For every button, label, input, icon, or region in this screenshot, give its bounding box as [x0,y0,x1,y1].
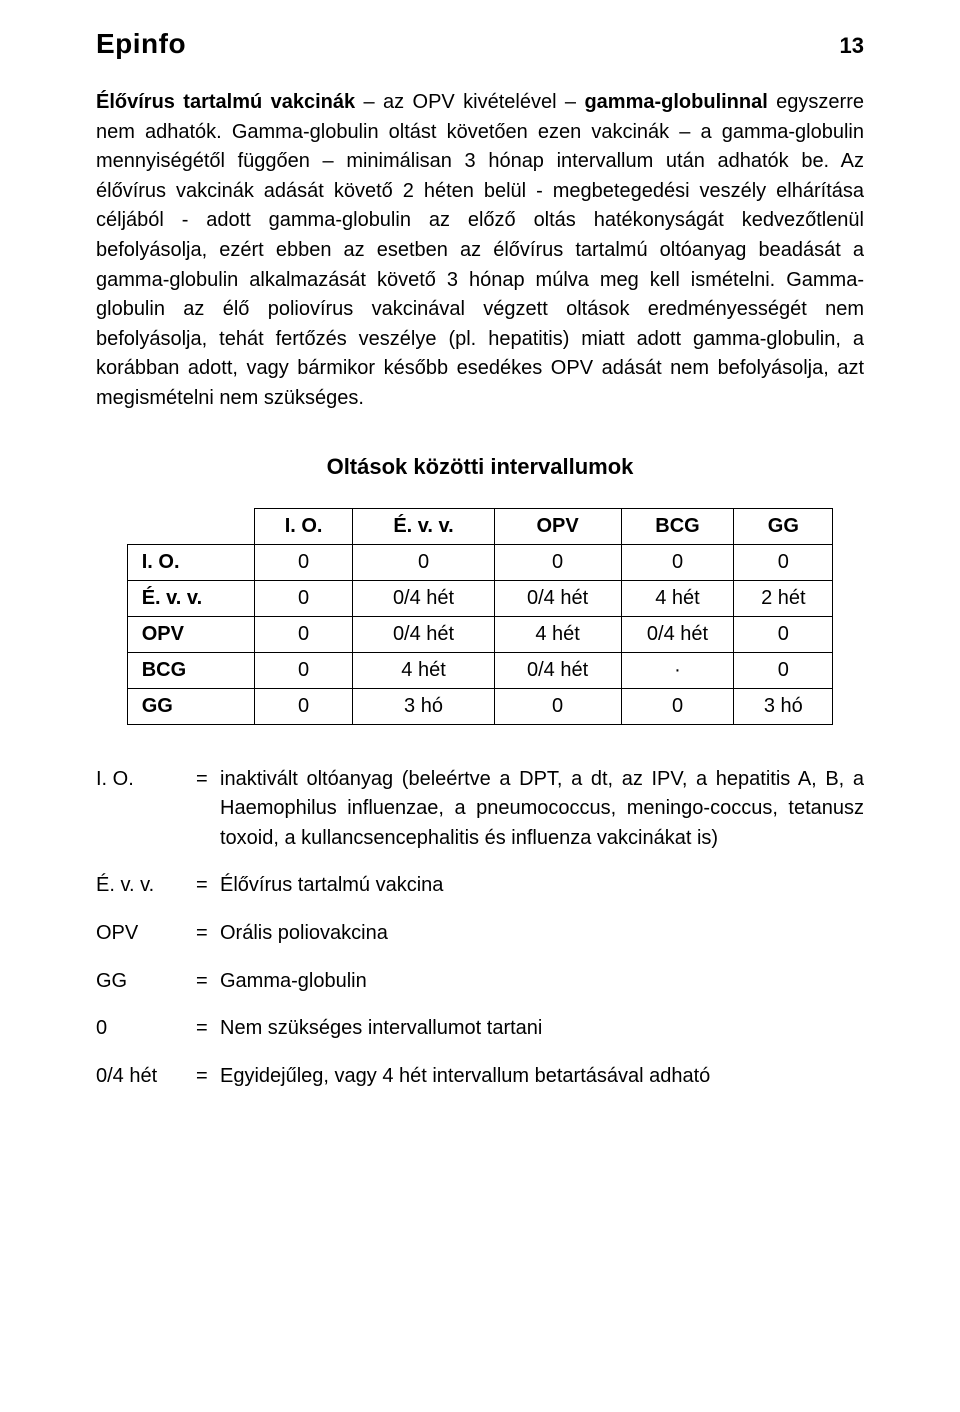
legend-equals: = [196,967,220,997]
legend-row: É. v. v. = Élővírus tartalmú vakcina [96,871,864,901]
table-cell: 0 [353,544,494,580]
table-cell: 3 hó [353,688,494,724]
legend-term: OPV [96,919,196,949]
legend-row: OPV = Orális poliovakcina [96,919,864,949]
table-row-label: BCG [127,652,254,688]
table-cell: 0 [494,544,621,580]
table-cell: 0 [254,688,353,724]
table-header-cell: I. O. [254,508,353,544]
table-row: É. v. v. 0 0/4 hét 0/4 hét 4 hét 2 hét [127,580,833,616]
table-row: I. O. 0 0 0 0 0 [127,544,833,580]
table-row: BCG 0 4 hét 0/4 hét · 0 [127,652,833,688]
legend-equals: = [196,765,220,795]
table-cell: 0 [254,652,353,688]
legend-term: 0 [96,1014,196,1044]
table-cell: 0/4 hét [494,580,621,616]
legend-definition: inaktivált oltóanyag (beleértve a DPT, a… [220,765,864,854]
table-cell: 0 [734,544,833,580]
table-row-label: I. O. [127,544,254,580]
table-cell: 0 [494,688,621,724]
table-cell: 0 [734,652,833,688]
page-number: 13 [840,33,864,59]
legend-term: GG [96,967,196,997]
legend-row: 0 = Nem szükséges intervallumot tartani [96,1014,864,1044]
table-cell: 0 [254,616,353,652]
legend-row: 0/4 hét = Egyidejűleg, vagy 4 hét interv… [96,1062,864,1092]
table-header-cell: BCG [621,508,734,544]
table-cell: 0/4 hét [494,652,621,688]
table-header-cell: GG [734,508,833,544]
table-row-label: OPV [127,616,254,652]
body-paragraph: Élővírus tartalmú vakcinák – az OPV kivé… [96,88,864,414]
legend-definition: Nem szükséges intervallumot tartani [220,1014,864,1044]
table-cell: 0/4 hét [621,616,734,652]
table-cell: · [621,652,734,688]
table-cell: 0 [621,544,734,580]
table-header-row: I. O. É. v. v. OPV BCG GG [127,508,833,544]
table-title: Oltások közötti intervallumok [96,454,864,480]
legend-equals: = [196,871,220,901]
legend-definition: Gamma-globulin [220,967,864,997]
legend-row: I. O. = inaktivált oltóanyag (beleértve … [96,765,864,854]
legend-term: 0/4 hét [96,1062,196,1092]
legend-equals: = [196,919,220,949]
legend-equals: = [196,1014,220,1044]
legend-row: GG = Gamma-globulin [96,967,864,997]
interval-table: I. O. É. v. v. OPV BCG GG I. O. 0 0 0 0 … [127,508,834,725]
table-cell: 0/4 hét [353,580,494,616]
table-cell: 4 hét [353,652,494,688]
table-cell: 0 [734,616,833,652]
table-row-label: GG [127,688,254,724]
legend-definition: Egyidejűleg, vagy 4 hét intervallum beta… [220,1062,864,1092]
table-cell: 2 hét [734,580,833,616]
table-cell: 0 [254,544,353,580]
brand-title: Epinfo [96,28,186,60]
text-span: – az OPV kivételével – [355,91,584,113]
table-cell: 4 hét [494,616,621,652]
legend-term: É. v. v. [96,871,196,901]
legend: I. O. = inaktivált oltóanyag (beleértve … [96,765,864,1092]
bold-span: gamma-globulinnal [584,91,767,113]
table-cell: 0/4 hét [353,616,494,652]
table-cell: 4 hét [621,580,734,616]
table-cell: 3 hó [734,688,833,724]
bold-span: Élővírus tartalmú vakcinák [96,91,355,113]
table-cell: 0 [254,580,353,616]
table-header-cell: É. v. v. [353,508,494,544]
legend-term: I. O. [96,765,196,795]
legend-equals: = [196,1062,220,1092]
legend-definition: Orális poliovakcina [220,919,864,949]
table-row: GG 0 3 hó 0 0 3 hó [127,688,833,724]
table-cell: 0 [621,688,734,724]
text-span: egyszerre nem adhatók. Gamma-globulin ol… [96,91,870,409]
table-row: OPV 0 0/4 hét 4 hét 0/4 hét 0 [127,616,833,652]
page-header: Epinfo 13 [96,28,864,60]
table-header-cell: OPV [494,508,621,544]
table-header-blank [127,508,254,544]
legend-definition: Élővírus tartalmú vakcina [220,871,864,901]
table-row-label: É. v. v. [127,580,254,616]
